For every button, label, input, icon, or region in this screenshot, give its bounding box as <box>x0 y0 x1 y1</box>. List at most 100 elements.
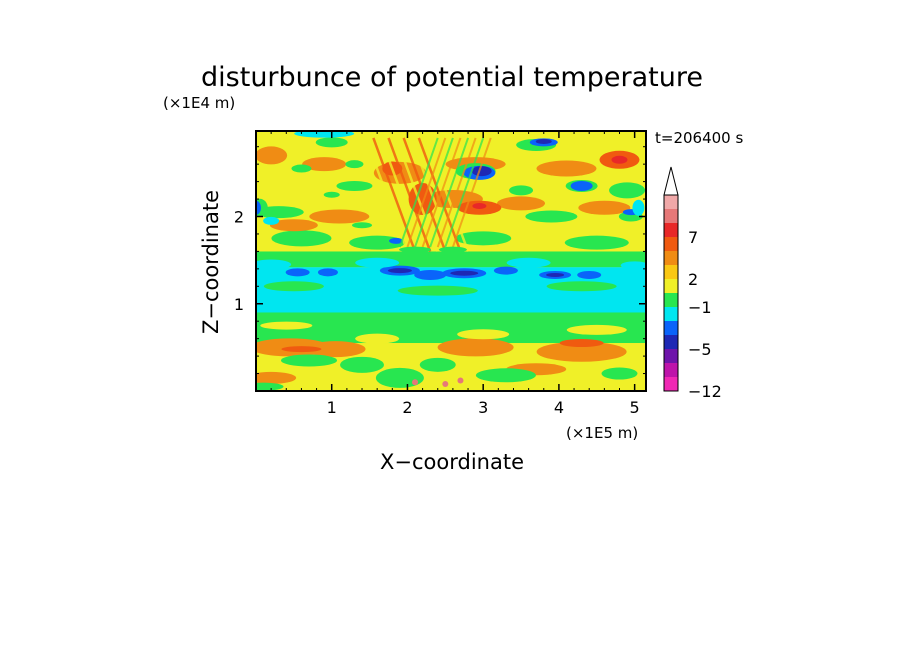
x-tick-label: 5 <box>630 398 640 417</box>
colorbar-swatch <box>664 209 678 224</box>
field-cell <box>336 180 373 191</box>
field-cell <box>577 270 602 279</box>
wave-streak <box>444 137 485 248</box>
wave-streak <box>398 137 439 248</box>
field-cell <box>305 341 366 358</box>
wave-streak <box>429 137 469 248</box>
colorbar-swatch <box>664 363 678 378</box>
time-label: t=206400 s <box>655 129 743 147</box>
field-cell <box>256 259 292 270</box>
field-cell <box>256 200 261 215</box>
field-cell <box>517 316 570 327</box>
field-cell <box>349 132 390 143</box>
field-cell <box>256 371 297 384</box>
field-cell <box>271 230 332 247</box>
field-cell <box>475 368 536 383</box>
colorbar-swatch <box>664 251 678 266</box>
field-cell <box>414 269 447 280</box>
field-cell <box>564 235 629 250</box>
field-cell <box>389 237 404 244</box>
field-cell <box>450 270 479 276</box>
colorbar-swatch <box>664 293 678 308</box>
wave-streak <box>364 137 409 252</box>
wave-streak <box>372 137 417 252</box>
colorbar-label: 2 <box>688 270 698 289</box>
colorbar-swatch <box>664 307 678 322</box>
chart-title: disturbunce of potential temperature <box>201 62 703 93</box>
field-cell <box>620 261 646 270</box>
field-cell <box>399 246 432 253</box>
wave-streak <box>417 137 462 252</box>
colorbar-label: −12 <box>688 382 722 401</box>
field-cell <box>525 210 578 223</box>
colorbar-swatch <box>664 377 678 392</box>
field-cell <box>315 137 348 148</box>
field-cell <box>584 131 625 144</box>
field-cell <box>375 367 424 388</box>
field-cell <box>294 131 355 138</box>
field-cell <box>438 246 467 253</box>
field-cell <box>437 338 514 357</box>
y-tick-label: 1 <box>234 295 244 314</box>
colorbar-swatch <box>664 265 678 280</box>
x-axis-ticks: 1 2 3 4 5 <box>270 131 640 417</box>
x-tick-label: 2 <box>402 398 412 417</box>
y-axis-label: Z−coordinate <box>199 190 223 334</box>
wave-streak <box>414 137 454 248</box>
field-layer <box>256 308 646 344</box>
field-cell <box>442 381 449 388</box>
field-cell <box>352 222 373 229</box>
field-cell <box>317 316 362 327</box>
field-cell <box>472 203 487 210</box>
field-cell <box>601 367 638 380</box>
colorbar-label: 7 <box>688 228 698 247</box>
field-cell <box>412 379 419 386</box>
wave-streak <box>402 137 447 252</box>
colorbar-swatch <box>664 321 678 336</box>
field-cell <box>536 160 597 177</box>
field-cell <box>260 321 313 330</box>
field-cell <box>457 329 510 340</box>
y-axis-ticks: 12 <box>234 146 646 375</box>
field-cell <box>281 354 338 367</box>
wave-streak <box>410 137 455 252</box>
field-cell <box>345 160 364 169</box>
field-cell <box>317 268 338 277</box>
x-tick-label: 1 <box>327 398 337 417</box>
field-cell <box>471 166 492 177</box>
field-cell <box>546 281 617 292</box>
field-cell <box>340 356 385 373</box>
x-tick-label: 3 <box>478 398 488 417</box>
wave-streak <box>406 137 447 248</box>
wave-streak <box>451 137 492 248</box>
colorbar-swatch <box>664 335 678 350</box>
field-cell <box>497 196 546 211</box>
colorbar-swatch <box>664 279 678 294</box>
field-cell <box>397 285 478 296</box>
field-cell <box>536 341 627 362</box>
field-cell <box>455 231 512 246</box>
x-unit-label: (×1E5 m) <box>566 424 638 442</box>
field-cell <box>457 377 464 384</box>
field-cell <box>256 146 288 165</box>
x-tick-label: 4 <box>554 398 564 417</box>
field-cell <box>263 216 280 225</box>
wave-streak <box>421 137 462 248</box>
colorbar-swatch <box>664 195 678 210</box>
field-cell <box>566 324 627 335</box>
colorbar-swatch <box>664 349 678 364</box>
field-cell <box>281 346 322 353</box>
colorbar-swatch <box>664 223 678 238</box>
field-cell <box>402 317 443 328</box>
field-cell <box>323 191 340 198</box>
field-cell <box>256 382 284 391</box>
wave-streak <box>379 137 424 252</box>
field-cell <box>302 157 347 172</box>
y-unit-label: (×1E4 m) <box>163 94 235 112</box>
colorbar-extend-arrow <box>663 166 679 196</box>
field-cell <box>546 272 565 277</box>
field-cell <box>269 219 318 232</box>
colorbar: 7 2 −1 −5 −12 <box>663 166 722 401</box>
field-cell <box>506 257 551 268</box>
